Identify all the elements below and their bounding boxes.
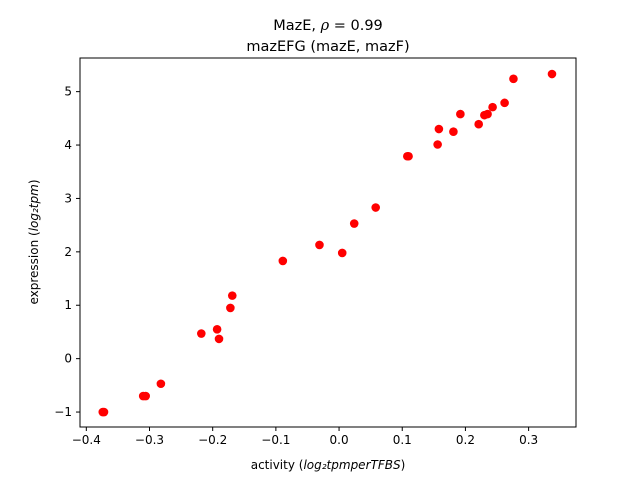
chart-title-line2: mazEFG (mazE, mazF) bbox=[246, 39, 409, 55]
y-axis-label-prefix: expression ( bbox=[27, 231, 41, 304]
data-point bbox=[349, 219, 359, 228]
data-point bbox=[433, 140, 442, 149]
chart-title-line1: MazE, ρ = 0.99 bbox=[273, 18, 383, 34]
data-point bbox=[474, 119, 484, 129]
data-point bbox=[315, 240, 324, 250]
x-axis-label-suffix: ) bbox=[401, 458, 406, 472]
data-point bbox=[226, 303, 235, 313]
x-tick-label: −0.4 bbox=[72, 433, 101, 447]
data-point bbox=[449, 127, 458, 136]
x-axis-label: activity (log₂tpmperTFBS) bbox=[251, 458, 406, 472]
x-axis-label-prefix: activity ( bbox=[251, 458, 304, 472]
data-point bbox=[456, 109, 465, 119]
data-point bbox=[371, 203, 381, 212]
x-tick-label: −0.2 bbox=[198, 433, 227, 447]
data-point bbox=[509, 74, 518, 84]
data-points bbox=[98, 69, 557, 417]
x-axis-ticks: −0.4 −0.3 −0.2 −0.1 0.0 0.1 0.2 0.3 bbox=[72, 427, 538, 447]
x-tick-label: −0.1 bbox=[261, 433, 290, 447]
data-point bbox=[227, 291, 237, 300]
y-tick-label: 4 bbox=[64, 138, 72, 152]
title-rho-value: = 0.99 bbox=[329, 18, 383, 34]
title-rho-symbol: ρ bbox=[320, 18, 330, 34]
x-tick-label: 0.3 bbox=[519, 433, 538, 447]
y-axis-label: expression (log₂tpm) bbox=[27, 179, 41, 304]
x-tick-label: 0.0 bbox=[330, 433, 349, 447]
data-point bbox=[337, 248, 347, 258]
data-point bbox=[434, 124, 444, 134]
data-point bbox=[483, 109, 492, 119]
y-tick-label: 5 bbox=[64, 85, 72, 99]
data-point bbox=[488, 102, 497, 112]
data-point bbox=[214, 334, 224, 344]
x-axis-label-math: log₂tpmperTFBS bbox=[303, 458, 401, 472]
data-point bbox=[197, 329, 206, 338]
data-point bbox=[500, 98, 509, 108]
data-point bbox=[278, 256, 288, 266]
plot-frame bbox=[79, 57, 577, 428]
y-tick-label: 1 bbox=[64, 298, 72, 312]
data-point bbox=[547, 69, 557, 79]
title-prefix: MazE, bbox=[273, 18, 320, 34]
data-point bbox=[141, 391, 151, 401]
x-tick-label: −0.3 bbox=[135, 433, 164, 447]
y-tick-label: 3 bbox=[64, 191, 72, 205]
y-axis-ticks: −1 0 1 2 3 4 5 bbox=[54, 85, 80, 419]
data-point bbox=[156, 379, 166, 389]
y-axis-label-suffix: ) bbox=[27, 179, 41, 184]
y-tick-label: −1 bbox=[54, 405, 72, 419]
y-axis-label-math: log₂tpm bbox=[27, 184, 41, 231]
data-point bbox=[99, 407, 109, 417]
data-point bbox=[212, 324, 222, 334]
x-tick-label: 0.2 bbox=[456, 433, 475, 447]
x-tick-label: 0.1 bbox=[393, 433, 412, 447]
y-tick-label: 2 bbox=[64, 245, 72, 259]
data-point bbox=[404, 151, 413, 161]
y-tick-label: 0 bbox=[64, 352, 72, 366]
